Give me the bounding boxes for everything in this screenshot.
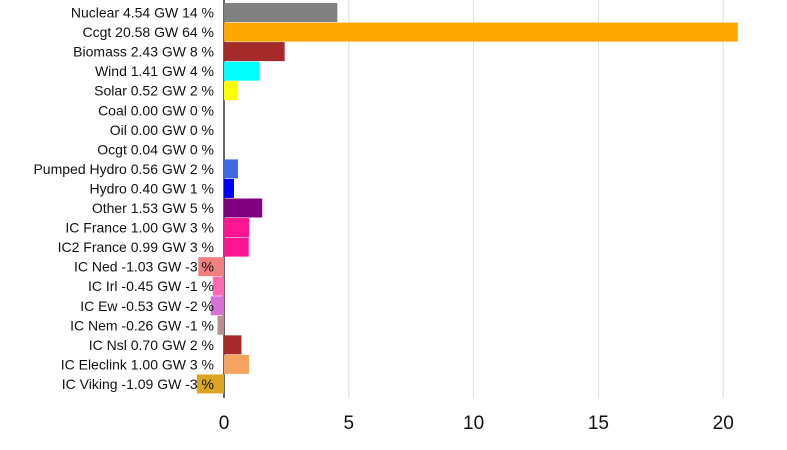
category-label: Solar 0.52 GW 2 %: [94, 83, 214, 99]
bar-17: [224, 335, 242, 355]
bar-3: [224, 61, 260, 81]
category-label: Wind 1.41 GW 4 %: [95, 63, 214, 79]
category-label: IC France 1.00 GW 3 %: [65, 220, 214, 236]
grid-lines: [223, 0, 724, 398]
x-tick-label: 20: [713, 413, 734, 434]
bar-1: [224, 22, 738, 42]
category-label: Oil 0.00 GW 0 %: [110, 122, 214, 138]
category-label: Coal 0.00 GW 0 %: [98, 102, 214, 118]
category-label: Ocgt 0.04 GW 0 %: [97, 141, 214, 157]
x-tick-label: 5: [344, 413, 355, 434]
bar-9: [224, 178, 234, 198]
x-tick-label: 15: [588, 413, 609, 434]
category-label: IC Ned -1.03 GW -3 %: [74, 259, 214, 275]
bar-16: [217, 315, 224, 335]
bars: [196, 3, 738, 394]
x-tick-label: 10: [463, 413, 484, 434]
bar-14: [212, 276, 224, 296]
bar-4: [224, 81, 237, 101]
category-label: IC Irl -0.45 GW -1 %: [88, 278, 214, 294]
x-tick-label: 0: [219, 413, 230, 434]
bar-10: [224, 198, 263, 218]
category-labels: Nuclear 4.54 GW 14 % Ccgt 20.58 GW 64 % Bi…: [33, 5, 214, 392]
x-tick-labels: 0 5 10 15 20: [219, 413, 734, 434]
category-label: Biomass 2.43 GW 8 %: [73, 44, 214, 60]
bar-12: [224, 237, 249, 257]
bar-8: [224, 159, 238, 179]
category-label: IC2 France 0.99 GW 3 %: [58, 239, 214, 255]
bar-19: [196, 374, 224, 394]
category-label: IC Ew -0.53 GW -2 %: [80, 298, 214, 314]
category-label: Pumped Hydro 0.56 GW 2 %: [33, 161, 214, 177]
bar-7: [224, 139, 225, 159]
bar-2: [224, 42, 285, 62]
bar-13: [198, 257, 224, 277]
bar-18: [224, 354, 249, 374]
bar-0: [224, 3, 338, 22]
category-label: Ccgt 20.58 GW 64 %: [82, 24, 214, 40]
category-label: IC Eleclink 1.00 GW 3 %: [61, 356, 214, 372]
category-label: IC Nsl 0.70 GW 2 %: [89, 337, 214, 353]
bar-15: [210, 296, 224, 316]
category-label: Hydro 0.40 GW 1 %: [90, 180, 215, 196]
category-label: IC Viking -1.09 GW -3 %: [62, 376, 214, 392]
category-label: Nuclear 4.54 GW 14 %: [71, 5, 214, 21]
category-label: Other 1.53 GW 5 %: [92, 200, 214, 216]
bar-11: [224, 218, 249, 238]
category-label: IC Nem -0.26 GW -1 %: [70, 317, 214, 333]
